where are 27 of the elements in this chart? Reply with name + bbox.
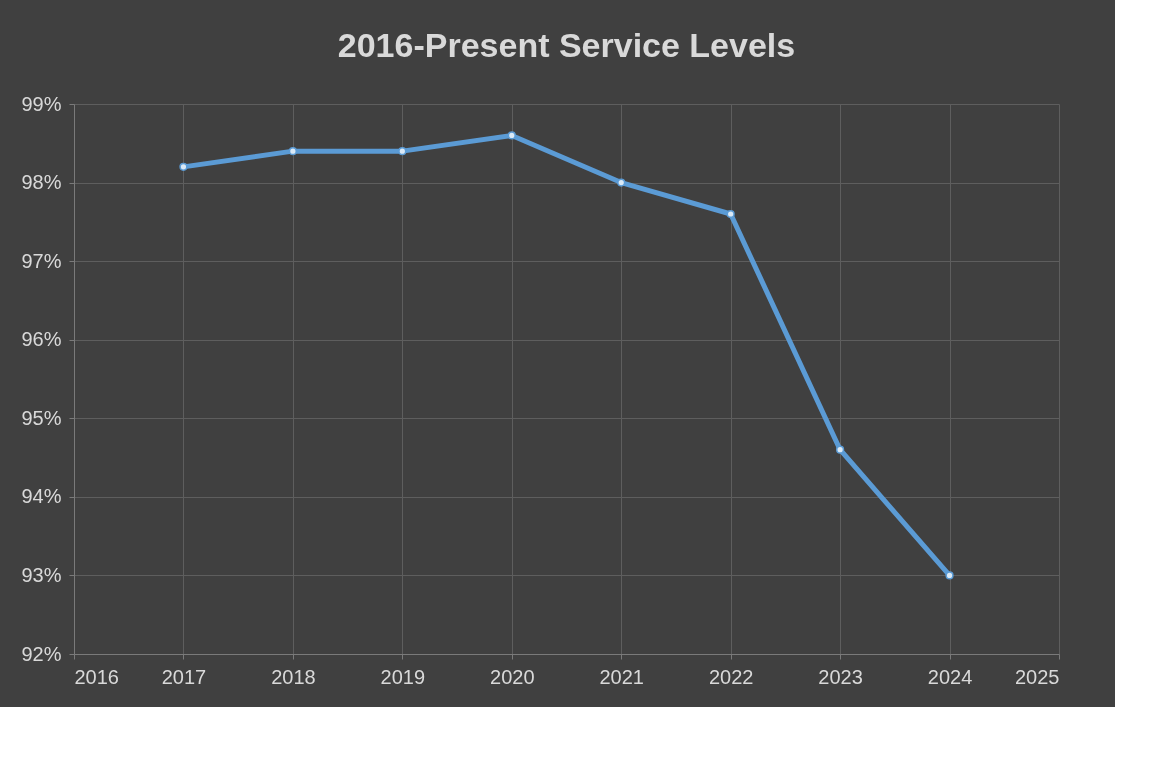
x-tick-label: 2023: [818, 665, 863, 688]
y-tick-label: 93%: [21, 563, 62, 586]
x-tick-label: 2022: [708, 665, 754, 688]
y-tick-label: 99%: [21, 92, 62, 115]
point: [179, 162, 188, 171]
x-tick-label: 2024: [927, 665, 973, 688]
chart-title: 2016-Present Service Levels: [337, 26, 796, 64]
x-tick-label: 2016: [74, 665, 119, 688]
x-tick-label: 2018: [271, 665, 316, 688]
point: [836, 445, 845, 454]
x-tick-label: 2021: [599, 665, 644, 688]
x-tick-label: 2020: [490, 665, 535, 688]
point: [726, 209, 735, 219]
x-tick-label: 2025: [1015, 665, 1060, 688]
point: [398, 147, 407, 156]
y-tick-label: 98%: [21, 171, 62, 194]
y-tick-label: 92%: [21, 642, 62, 665]
y-tick-label: 94%: [21, 485, 62, 508]
point: [617, 178, 626, 187]
point: [945, 571, 954, 580]
point: [507, 131, 516, 140]
y-tick-label: 97%: [21, 249, 62, 272]
y-tick-label: 95%: [21, 406, 62, 429]
point: [288, 147, 297, 156]
x-tick-label: 2019: [380, 665, 426, 688]
x-tick-label: 2017: [161, 665, 207, 688]
y-tick-label: 96%: [21, 328, 62, 351]
